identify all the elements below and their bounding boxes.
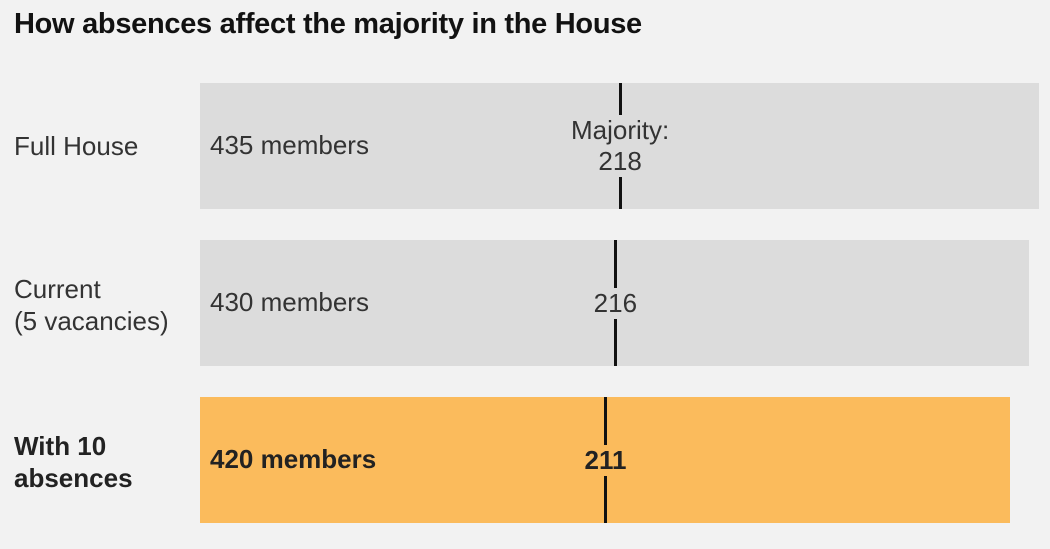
majority-label: Majority: 218 bbox=[567, 115, 674, 177]
bar-value-label: 430 members bbox=[210, 287, 369, 317]
bar-value-label: 435 members bbox=[210, 130, 369, 160]
majority-value: 216 bbox=[593, 287, 638, 318]
bar: 435 members Majority: 218 bbox=[200, 83, 1039, 209]
majority-prefix: Majority: bbox=[571, 115, 670, 145]
majority-label: 211 bbox=[580, 444, 631, 476]
majority-value: 211 bbox=[584, 444, 627, 475]
bar-value-label: 420 members bbox=[210, 444, 377, 474]
row-label-line: Current bbox=[14, 274, 101, 304]
chart-title: How absences affect the majority in the … bbox=[14, 8, 642, 40]
majority-label: 216 bbox=[589, 287, 642, 319]
row-label-line: absences bbox=[14, 463, 133, 493]
row-label: Current (5 vacancies) bbox=[14, 273, 169, 337]
bar: 420 members 211 bbox=[200, 397, 1011, 523]
row-label: With 10 absences bbox=[14, 430, 133, 494]
row-label-line: With 10 bbox=[14, 431, 107, 461]
row-label-line: Full House bbox=[14, 131, 139, 161]
majority-value: 218 bbox=[598, 146, 642, 176]
bar: 430 members 216 bbox=[200, 240, 1030, 366]
row-label: Full House bbox=[14, 130, 138, 162]
row-label-line: (5 vacancies) bbox=[14, 306, 169, 336]
